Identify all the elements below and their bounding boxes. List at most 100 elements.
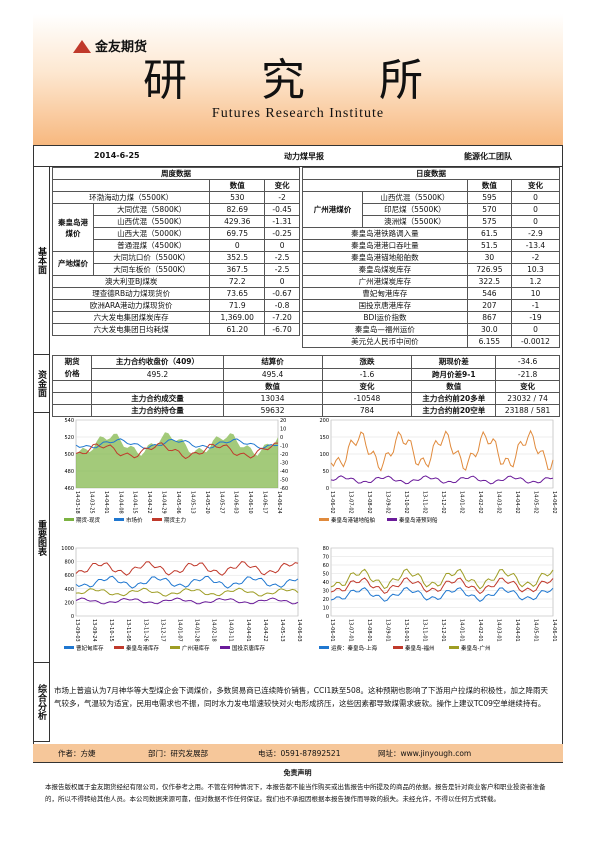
x-tick-label: 14-01-07: [176, 619, 182, 642]
short-label: 主力合约前20空单: [411, 404, 497, 417]
line-series: [75, 438, 279, 450]
x-tick-label: 14-04-01: [245, 619, 251, 642]
y-tick-label: 150: [319, 435, 329, 441]
volume-change: -10548: [321, 392, 413, 405]
x-tick-label: 14-04-01: [103, 491, 109, 514]
x-tick-label: 14-04-22: [146, 491, 152, 514]
basis-header: 期现价差: [411, 355, 497, 369]
daily-row-value: 6.155: [466, 335, 512, 348]
weekly-row-change: -0.45: [264, 203, 300, 216]
weekly-row-label: 山西优混（5500K）: [92, 215, 211, 228]
chg-header: 变化: [321, 380, 413, 393]
y-tick-label: 480: [64, 469, 74, 475]
legend-label: 国投京唐库存: [232, 644, 266, 652]
weekly-row-change: 0: [264, 239, 300, 252]
daily-row-value: 546: [466, 287, 512, 300]
x-tick-label: 14-03-02: [496, 491, 502, 514]
line-series: [330, 587, 554, 602]
y2-tick-label: -50: [280, 478, 288, 484]
fund-label-futures: 期货: [64, 357, 80, 366]
weekly-group-origin: 产地煤价: [52, 251, 94, 276]
daily-row-value: 51.5: [466, 239, 512, 252]
blank-cell: [302, 179, 468, 192]
settle-header: 结算价: [222, 355, 323, 369]
weekly-row-change: -0.8: [264, 299, 300, 312]
x-tick-label: 14-01-01: [459, 619, 465, 642]
short-value: 23188: [504, 406, 529, 415]
weekly-row-label: 大同车板价（5500K）: [92, 263, 211, 276]
close-header: 主力合约收盘价（409）: [91, 355, 224, 369]
y2-tick-label: 20: [280, 418, 286, 424]
daily-row-change: -13.4: [510, 239, 561, 252]
weekly-row-value: 0: [209, 239, 266, 252]
daily-row-value: 726.95: [466, 263, 512, 276]
y-tick-label: 60: [323, 563, 329, 569]
y2-tick-label: -30: [280, 461, 288, 467]
weekly-row-value: 82.69: [209, 203, 266, 216]
daily-row-value: 575: [466, 215, 512, 228]
oi-change: 784: [321, 404, 413, 417]
x-tick-label: 13-12-17: [159, 619, 165, 642]
daily-row-label: 美元兑人民币中间价: [302, 335, 468, 348]
legend-swatch: [152, 518, 162, 521]
weekly-row-label: 普通混煤（4500K）: [92, 239, 211, 252]
daily-row-change: -2.9: [510, 227, 561, 240]
daily-row-label: BDI运价指数: [302, 311, 468, 324]
legend-label: 广州港库存: [182, 644, 210, 652]
footer-site[interactable]: 网址：www.jinyough.com: [378, 749, 472, 758]
daily-row-change: -2: [510, 251, 561, 264]
legend-label: 运费：秦皇岛-上海: [331, 644, 377, 652]
y2-tick-label: -20: [280, 452, 288, 458]
weekly-row-change: -0.25: [264, 227, 300, 240]
legend-swatch: [319, 646, 329, 649]
y2-tick-label: -40: [280, 469, 288, 475]
y-tick-label: 80: [323, 546, 329, 552]
weekly-group-qhd: 秦皇岛港煤价: [52, 203, 94, 252]
legend-label: 秦皇岛港预到船: [399, 516, 438, 524]
y-tick-label: 520: [64, 435, 74, 441]
weekly-row-change: 0: [264, 275, 300, 288]
weekly-row-change: -1.31: [264, 215, 300, 228]
report-topbar: 2014-6-25 动力煤早报 能源化工团队: [34, 146, 562, 167]
volume-label: 主力合约成交量: [91, 392, 224, 405]
daily-row-label: 国投京唐港库存: [302, 299, 468, 312]
x-tick-label: 14-01-02: [459, 491, 465, 514]
oi-label: 主力合约持仓量: [91, 404, 224, 417]
daily-row-label: 山西优混（5500K）: [362, 191, 468, 204]
x-tick-label: 14-05-27: [218, 491, 224, 514]
legend-swatch: [319, 518, 329, 521]
x-tick-label: 14-02-01: [477, 619, 483, 642]
legend-label: 曹妃甸库存: [76, 644, 104, 652]
legend-swatch: [220, 646, 230, 649]
weekly-row-change: -0.67: [264, 287, 300, 300]
x-tick-label: 13-11-01: [422, 619, 428, 642]
logo-icon: [73, 40, 91, 53]
x-tick-label: 14-05-13: [189, 491, 195, 514]
daily-row-value: 207: [466, 299, 512, 312]
chart-freight: 80 70 60 50 40 30 20 10 013-06-01 13-07-01 13-08-0…: [319, 546, 557, 652]
x-tick-label: 13-10-15: [108, 619, 114, 642]
y-tick-label: 50: [323, 572, 329, 578]
institute-subtitle: Futures Research Institute: [211, 106, 385, 121]
report-date: 2014-6-25: [94, 151, 140, 160]
x-tick-label: 13-06-01: [329, 619, 335, 642]
y-tick-label: 50: [323, 469, 329, 475]
x-tick-label: 14-04-02: [514, 491, 520, 514]
weekly-row-value: 367.5: [209, 263, 266, 276]
weekly-row-label: 六大发电集团日均耗煤: [51, 323, 211, 336]
weekly-row-value: 73.65: [209, 287, 266, 300]
weekly-row-change: -7.20: [264, 311, 300, 324]
footer-dept: 部门：研究发展部: [148, 749, 208, 758]
line-series: [75, 597, 299, 605]
legend-label: 秦皇岛港锚地船舶: [331, 516, 375, 524]
short-change: 581: [535, 406, 551, 415]
spread-header: 跨月价差9-1: [411, 367, 497, 381]
report-team: 能源化工团队: [464, 152, 512, 161]
y-tick-label: 0: [326, 486, 329, 492]
weekly-row-label: 理查德RB动力煤现货价: [51, 287, 211, 300]
disclaimer-title: 免责声明: [283, 769, 312, 777]
chg-header-2: 变化: [495, 380, 560, 393]
daily-row-change: 0: [510, 191, 561, 204]
section-summary: 综合分析: [34, 662, 50, 742]
y2-tick-label: 0: [280, 435, 283, 441]
